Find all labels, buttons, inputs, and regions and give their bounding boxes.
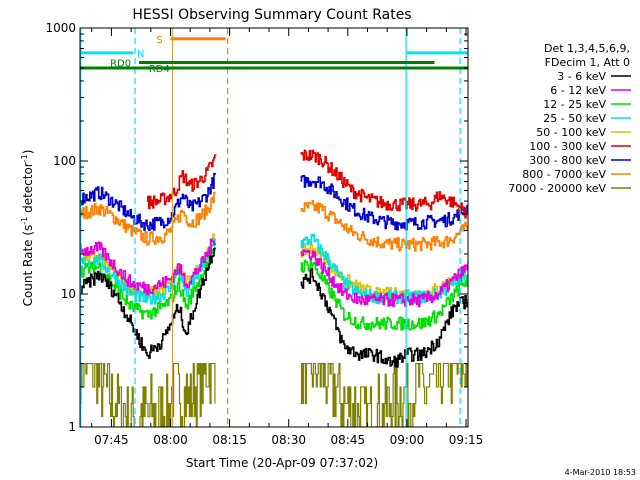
- series-800-7000-keV: [80, 191, 468, 252]
- y-tick-label-0: 1: [68, 420, 76, 434]
- y-axis-label-main: Count Rate (s: [21, 225, 35, 307]
- series-line-8-part-0: [80, 362, 216, 427]
- legend-label-4: 50 - 100 keV: [536, 126, 606, 139]
- legend: Det 1,3,4,5,6,9, FDecim 1, Att 0 3 - 6 k…: [508, 42, 631, 195]
- series-line-2-part-0: [80, 246, 216, 320]
- legend-label-3: 25 - 50 keV: [543, 112, 606, 125]
- status-bar-label-rd4: RD4: [149, 64, 170, 75]
- status-bar-label-s: S: [156, 35, 162, 46]
- y-tick-label-2: 100: [53, 154, 76, 168]
- series-line-1-part-0: [80, 238, 216, 296]
- series-line-8-part-1: [300, 362, 468, 427]
- x-tick-label-2: 08:15: [212, 433, 247, 447]
- series-line-6-part-1: [300, 174, 468, 231]
- status-bar-label-n: N: [137, 49, 144, 60]
- series-line-5-part-0: [146, 154, 217, 210]
- chart-title: HESSI Observing Summary Count Rates: [132, 7, 411, 23]
- series-line-1-part-1: [300, 249, 468, 308]
- series-line-7-part-0: [80, 191, 216, 246]
- y-axis-label: Count Rate (s-1 detector-1): [20, 150, 35, 307]
- series-6-12-keV: [80, 238, 468, 308]
- legend-label-0: 3 - 6 keV: [557, 70, 606, 83]
- series-100-300-keV: [146, 149, 468, 219]
- y-axis-label-sup1: -1: [20, 217, 29, 225]
- plot-frame: [79, 27, 469, 428]
- series-300-800-keV: [80, 172, 468, 232]
- legend-header-line-1: Det 1,3,4,5,6,9,: [544, 42, 630, 55]
- x-axis-label: Start Time (20-Apr-09 07:37:02): [186, 456, 378, 470]
- series-line-0-part-0: [80, 247, 216, 359]
- y-tick-label-1: 10: [61, 287, 76, 301]
- x-tick-label-0: 07:45: [94, 433, 129, 447]
- series-12-25-keV: [80, 246, 468, 331]
- series-line-3-part-0: [80, 238, 216, 305]
- legend-label-7: 800 - 7000 keV: [522, 168, 606, 181]
- x-tick-label-3: 08:30: [271, 433, 306, 447]
- x-tick-label-5: 09:00: [390, 433, 425, 447]
- legend-label-1: 6 - 12 keV: [550, 84, 606, 97]
- series-line-0-part-1: [300, 267, 468, 368]
- series-line-5-part-1: [300, 149, 468, 219]
- series-7000-20000-keV: [80, 362, 468, 427]
- legend-label-5: 100 - 300 keV: [529, 140, 606, 153]
- legend-label-6: 300 - 800 keV: [529, 154, 606, 167]
- y-axis-label-mid: detector: [21, 162, 35, 217]
- series-line-6-part-0: [80, 172, 216, 232]
- x-tick-label-4: 08:45: [331, 433, 366, 447]
- series-3-6-keV: [80, 247, 468, 368]
- x-tick-label-6: 09:15: [449, 433, 484, 447]
- footer-date: 4-Mar-2010 18:53: [565, 468, 636, 477]
- status-bar-label-rd0: RD0: [110, 59, 131, 70]
- y-tick-label-3: 1000: [45, 21, 76, 35]
- series-line-7-part-1: [300, 200, 468, 252]
- y-axis-label-sup2: -1: [20, 154, 29, 162]
- legend-label-8: 7000 - 20000 keV: [508, 182, 606, 195]
- series-line-2-part-1: [300, 259, 468, 331]
- y-axis-label-end: ): [21, 150, 35, 155]
- legend-label-2: 12 - 25 keV: [543, 98, 606, 111]
- legend-header-line-2: FDecim 1, Att 0: [545, 56, 630, 69]
- x-tick-label-1: 08:00: [153, 433, 188, 447]
